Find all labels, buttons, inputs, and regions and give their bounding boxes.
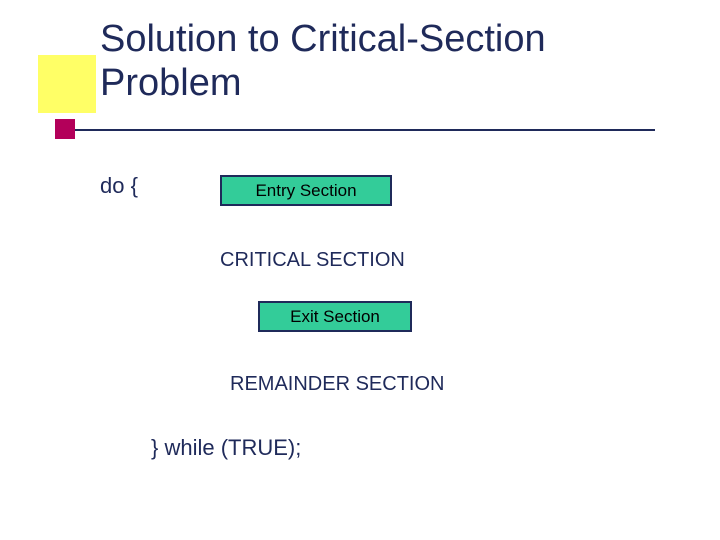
entry-section-box: Entry Section [220,175,392,206]
exit-section-box: Exit Section [258,301,412,332]
title-bg-square [38,55,96,113]
entry-section-label: Entry Section [255,181,356,201]
title-corner-accent [55,119,75,139]
slide: Solution to Critical-Section Problem do … [0,0,720,540]
do-open: do { [100,173,138,199]
exit-section-label: Exit Section [290,307,380,327]
critical-section-text: CRITICAL SECTION [220,249,405,272]
remainder-section-text: REMAINDER SECTION [230,373,444,396]
title-block: Solution to Critical-Section Problem [100,18,660,105]
title-underline [65,129,655,131]
while-close: } while (TRUE); [151,435,301,461]
slide-title: Solution to Critical-Section Problem [100,18,660,105]
